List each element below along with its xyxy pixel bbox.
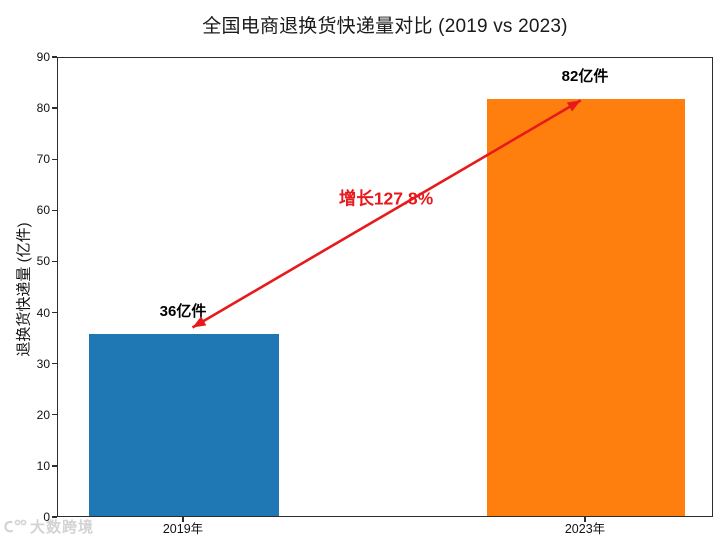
y-tick-label: 50 [36, 254, 50, 269]
y-tick-mark [52, 362, 57, 365]
y-tick-mark [52, 56, 57, 58]
x-tick-label: 2023年 [564, 522, 606, 536]
y-tick-mark [52, 414, 57, 416]
bar-value-label: 82亿件 [561, 67, 609, 85]
y-tick-mark [52, 158, 57, 160]
x-tick-label: 2019年 [162, 522, 204, 536]
y-tick-mark [52, 516, 57, 518]
bar-2023年 [487, 98, 685, 516]
y-tick-label: 60 [36, 203, 50, 218]
y-tick-mark [52, 209, 57, 212]
y-tick-mark [52, 260, 57, 263]
y-tick-label: 90 [36, 50, 50, 64]
y-axis-label: 退换货快递量 (亿件) [15, 222, 33, 357]
y-tick-label: 80 [36, 101, 50, 116]
y-tick-label: 10 [36, 458, 50, 473]
x-tick-mark [584, 517, 586, 522]
y-tick-mark [52, 311, 57, 314]
y-tick-mark [52, 465, 57, 467]
plot-area [57, 57, 713, 517]
y-tick-label: 0 [43, 510, 50, 524]
bar-2019年 [89, 334, 279, 516]
growth-annotation-label: 增长127.8% [338, 188, 434, 209]
x-tick-mark [182, 517, 184, 522]
y-tick-label: 30 [36, 356, 50, 371]
y-tick-label: 70 [36, 152, 50, 167]
y-tick-label: 20 [36, 407, 50, 422]
chart-title: 全国电商退换货快递量对比 (2019 vs 2023) [202, 16, 568, 37]
watermark-text: 大数跨境 [30, 519, 95, 536]
watermark-logo-icon [3, 518, 27, 535]
bar-value-label: 36亿件 [159, 303, 207, 320]
y-tick-mark [52, 107, 57, 109]
y-tick-label: 40 [36, 305, 50, 320]
watermark: 大数跨境 [3, 516, 94, 537]
